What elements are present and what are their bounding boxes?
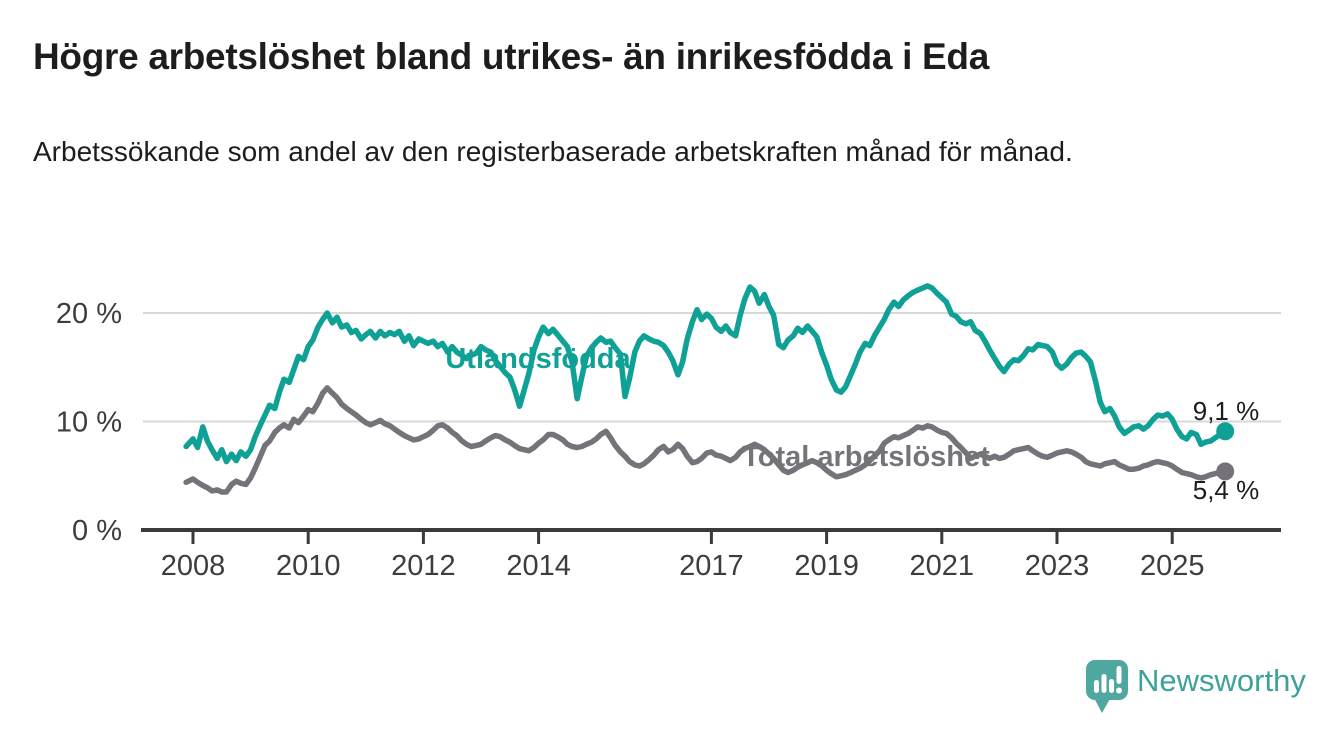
logo-wordmark: Newsworthy (1137, 663, 1306, 698)
y-tick-label: 20 % (56, 298, 122, 330)
y-axis-gridlines: 0 % 10 % 20 % (56, 298, 1281, 547)
chart-subtitle: Arbetssökande som andel av den registerb… (33, 136, 1073, 167)
series-label-utlandsfodda: Utlandsfödda (445, 343, 631, 375)
x-tick-label: 2014 (506, 550, 571, 582)
y-tick-label: 0 % (72, 515, 122, 547)
y-tick-label: 10 % (56, 407, 122, 439)
x-tick-label: 2008 (161, 550, 226, 582)
end-value-label-total-arbetsloshet: 5,4 % (1193, 475, 1260, 505)
x-axis: 2008 2010 2012 2014 2017 2019 2021 2023 2025 (161, 530, 1205, 582)
x-tick-label: 2012 (391, 550, 456, 582)
newsworthy-logo: Newsworthy (1086, 660, 1306, 713)
page-title: Högre arbetslöshet bland utrikes- än inr… (33, 36, 989, 77)
speech-bubble-bar-chart-icon (1086, 660, 1128, 713)
x-tick-label: 2023 (1025, 550, 1090, 582)
x-tick-label: 2017 (679, 550, 744, 582)
series-end-dot-utlandsfodda (1216, 422, 1235, 441)
series-end-dot-total-arbetsloshet (1216, 462, 1235, 481)
end-value-label-utlandsfodda: 9,1 % (1193, 396, 1260, 426)
series-label-total-arbetsloshet: Total arbetslöshet (742, 441, 990, 473)
series-line-total-arbetsloshet (183, 385, 1228, 495)
series-line-utlandsfodda (183, 283, 1228, 465)
x-tick-label: 2021 (910, 550, 975, 582)
x-tick-label: 2025 (1140, 550, 1205, 582)
x-tick-label: 2019 (794, 550, 859, 582)
x-tick-label: 2010 (276, 550, 341, 582)
